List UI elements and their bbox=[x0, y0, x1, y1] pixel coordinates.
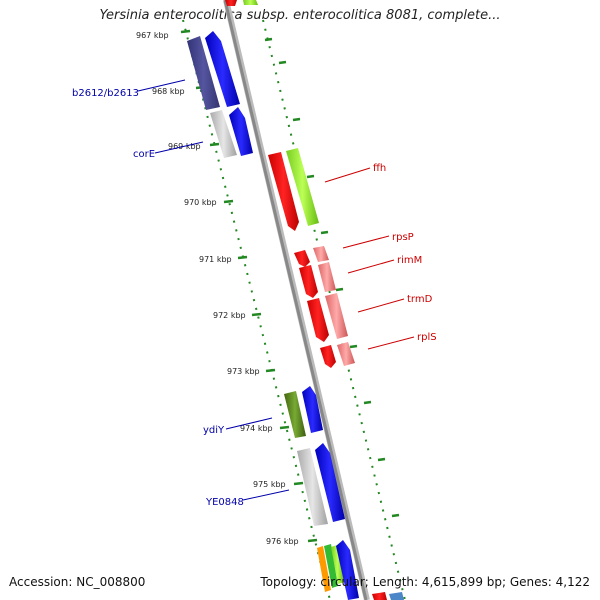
right-leader-lines bbox=[324, 167, 415, 350]
gene-label-ffh[interactable]: ffh bbox=[373, 163, 386, 174]
gene-core-blue[interactable] bbox=[229, 107, 253, 156]
left-leader-lines bbox=[137, 79, 290, 501]
gene-ffh-lime[interactable] bbox=[286, 148, 319, 226]
right-gene-labels: ffh rpsP rimM trmD rplS bbox=[373, 163, 437, 343]
gene-trmd-red[interactable] bbox=[307, 298, 329, 342]
tick-labels: 967 kbp 968 kbp 969 kbp 970 kbp 971 kbp … bbox=[136, 31, 299, 546]
gene-bottom-green[interactable] bbox=[324, 544, 338, 588]
tick-label: 976 kbp bbox=[266, 537, 299, 546]
gene-label-rpsp[interactable]: rpsP bbox=[392, 232, 414, 243]
topology-label: Topology: circular; Length: 4,615,899 bp… bbox=[260, 575, 590, 589]
tick-label: 970 kbp bbox=[184, 198, 217, 207]
gene-ydiy-blue[interactable] bbox=[302, 386, 323, 433]
gene-ye0848-blue[interactable] bbox=[315, 443, 345, 522]
map-title: Yersinia enterocolitica subsp. enterocol… bbox=[99, 8, 501, 23]
backbone bbox=[223, 0, 368, 600]
gene-bottom-red[interactable] bbox=[372, 592, 387, 600]
gene-bottom-steel[interactable] bbox=[389, 592, 404, 600]
gene-label-ydiy[interactable]: ydiY bbox=[203, 425, 225, 436]
gene-label-core[interactable]: corE bbox=[133, 149, 155, 160]
tick-label: 973 kbp bbox=[227, 367, 260, 376]
accession-label: Accession: NC_008800 bbox=[9, 575, 146, 589]
gene-ydiy-olive[interactable] bbox=[284, 391, 306, 438]
gene-b2612-blue[interactable] bbox=[205, 31, 240, 107]
gene-label-ye0848[interactable]: YE0848 bbox=[205, 497, 244, 508]
gene-core-gray[interactable] bbox=[210, 110, 237, 158]
gene-label-rpls[interactable]: rplS bbox=[417, 332, 437, 343]
gene-bottom-lime[interactable] bbox=[331, 545, 344, 584]
gene-label-b2612-b2613[interactable]: b2612/b2613 bbox=[72, 88, 139, 99]
left-dotted-guide bbox=[182, 19, 331, 600]
gene-ye0848-gray[interactable] bbox=[297, 448, 328, 526]
tick-label: 975 kbp bbox=[253, 480, 286, 489]
tick-label: 971 kbp bbox=[199, 255, 232, 264]
gene-label-trmd[interactable]: trmD bbox=[407, 294, 433, 305]
tick-label: 974 kbp bbox=[240, 424, 273, 433]
gene-rpls-red[interactable] bbox=[320, 345, 336, 368]
gene-rimm-pink[interactable] bbox=[318, 262, 336, 292]
gene-bottom-orange[interactable] bbox=[317, 546, 331, 592]
gene-partial-top-green[interactable] bbox=[243, 0, 258, 5]
gene-partial-top-red[interactable] bbox=[225, 0, 237, 6]
tick-label: 967 kbp bbox=[136, 31, 169, 40]
gene-rpsp-red[interactable] bbox=[294, 250, 310, 267]
gene-rpls-pink[interactable] bbox=[337, 342, 355, 366]
left-gene-labels: b2612/b2613 corE ydiY YE0848 bbox=[72, 88, 244, 508]
gene-b2612-purple[interactable] bbox=[187, 36, 220, 110]
tick-label: 968 kbp bbox=[152, 87, 185, 96]
gene-rpsp-pink[interactable] bbox=[313, 246, 329, 262]
gene-rimm-red[interactable] bbox=[299, 265, 318, 298]
gene-bottom-blue[interactable] bbox=[336, 540, 359, 600]
gene-ffh-red[interactable] bbox=[268, 152, 299, 231]
gene-label-rimm[interactable]: rimM bbox=[397, 255, 422, 266]
gene-trmd-pink[interactable] bbox=[325, 293, 348, 339]
tick-label: 972 kbp bbox=[213, 311, 246, 320]
